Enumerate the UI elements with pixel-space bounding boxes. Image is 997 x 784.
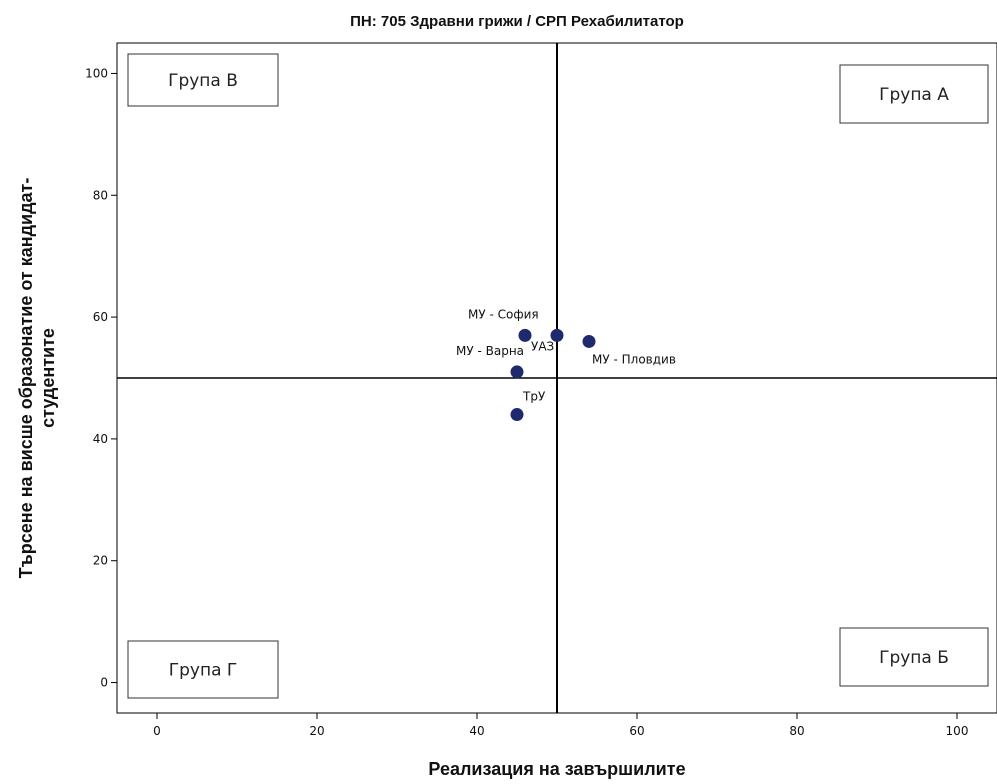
y-tick-label: 40 bbox=[93, 432, 108, 446]
x-tick-label: 60 bbox=[629, 724, 644, 738]
y-axis-label: Търсене на висше образонатие от кандидат… bbox=[16, 178, 58, 579]
quadrant-box-bottom-right bbox=[839, 627, 989, 687]
x-axis-ticks: 0 20 40 60 80 100 bbox=[153, 713, 968, 738]
quadrant-box-bottom-left bbox=[127, 640, 279, 699]
y-tick-label: 60 bbox=[93, 310, 108, 324]
data-point-label: ТрУ bbox=[522, 390, 546, 404]
x-tick-label: 0 bbox=[153, 724, 161, 738]
x-tick-label: 100 bbox=[946, 724, 969, 738]
data-point-labels: МУ - София УАЗ МУ - Пловдив МУ - Варна ТрУ bbox=[456, 307, 676, 403]
quadrant-label-top-left: Група В bbox=[168, 71, 238, 91]
y-tick-label: 20 bbox=[93, 554, 108, 568]
data-point-label: МУ - Варна bbox=[456, 344, 524, 358]
data-point bbox=[510, 408, 524, 422]
data-point-label: МУ - София bbox=[468, 307, 539, 321]
reference-lines bbox=[117, 43, 997, 713]
y-tick-label: 0 bbox=[100, 676, 108, 690]
data-point bbox=[510, 365, 524, 379]
y-tick-label: 100 bbox=[85, 66, 108, 80]
quadrant-label-bottom-left: Група Г bbox=[169, 661, 238, 681]
data-points bbox=[510, 328, 596, 422]
quadrant-label-top-right: Група А bbox=[879, 85, 949, 105]
data-point-label: МУ - Пловдив bbox=[592, 352, 676, 366]
x-tick-label: 40 bbox=[469, 724, 484, 738]
data-point-label: УАЗ bbox=[531, 339, 554, 353]
y-tick-label: 80 bbox=[93, 188, 108, 202]
chart-title: ПН: 705 Здравни грижи / СРП Рехабилитато… bbox=[350, 13, 684, 30]
quadrant-box-top-right bbox=[839, 64, 989, 124]
data-point bbox=[582, 334, 596, 348]
quadrant-box-top-left bbox=[127, 53, 279, 107]
y-axis-label-line-1: Търсене на висше образонатие от кандидат… bbox=[16, 178, 36, 579]
quadrant-labels: Група В Група А Група Г Група Б bbox=[127, 53, 989, 699]
y-axis-ticks: 0 20 40 60 80 100 bbox=[85, 66, 117, 690]
x-tick-label: 80 bbox=[789, 724, 804, 738]
quadrant-label-bottom-right: Група Б bbox=[879, 648, 949, 668]
x-tick-label: 20 bbox=[309, 724, 324, 738]
data-point bbox=[550, 328, 564, 342]
x-axis-label: Реализация на завършилите bbox=[428, 759, 685, 779]
data-point bbox=[518, 328, 532, 342]
y-axis-label-line-2: студентите bbox=[38, 328, 58, 428]
